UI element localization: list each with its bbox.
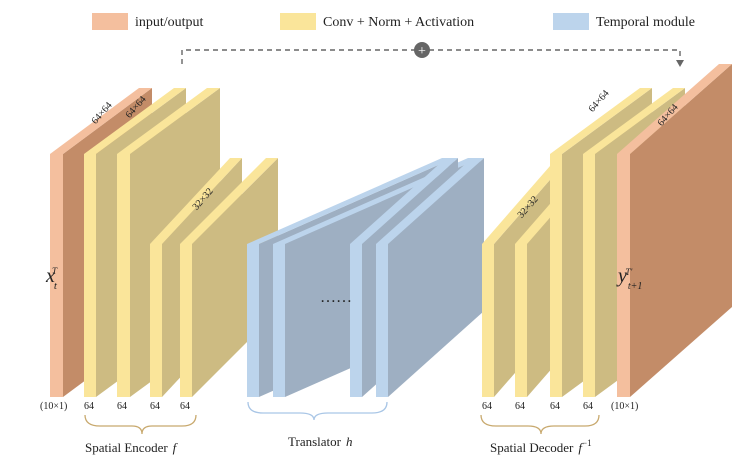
output-slab-front xyxy=(617,154,630,397)
dec-block1-slab-b-front xyxy=(515,244,527,397)
encoder-label: Spatial Encoder f xyxy=(85,440,179,455)
enc-block2-slab-a-top xyxy=(150,158,242,244)
legend-swatch-io xyxy=(92,13,128,30)
enc-channel-label-1: 64 xyxy=(84,401,94,412)
enc-block2-slab-b-side xyxy=(192,158,278,397)
translator-slab-d-top xyxy=(376,158,484,244)
skip-add-circle xyxy=(414,42,430,58)
blocks-layer xyxy=(50,64,732,397)
dec-block1-slab-a-top xyxy=(482,158,569,244)
translator-label: Translator h xyxy=(288,434,352,449)
translator-slab-c-front xyxy=(350,244,362,397)
output-symbol: yt+1T′ xyxy=(616,265,642,292)
encoder-brace xyxy=(84,414,197,435)
dim-label-dec-block2: 64×64 xyxy=(587,88,612,115)
output-channels-label: (10×1) xyxy=(611,401,638,412)
enc-block1-slab-b-front xyxy=(117,154,130,397)
input-slab-top xyxy=(50,88,152,154)
translator-slab-b-front xyxy=(273,244,285,397)
dec-block2-slab-a-front xyxy=(550,154,562,397)
output-slab-side xyxy=(630,64,732,397)
skip-add-symbol: + xyxy=(418,44,426,59)
enc-block2-slab-a-front xyxy=(150,244,162,397)
decoder-brace xyxy=(480,414,600,435)
legend: input/output Conv + Norm + Activation Te… xyxy=(92,13,695,30)
enc-channel-label-3: 64 xyxy=(150,401,160,412)
legend-swatch-temporal xyxy=(553,13,589,30)
dec-channel-label-1: 64 xyxy=(482,401,492,412)
legend-label-temporal: Temporal module xyxy=(596,15,695,30)
translator-brace xyxy=(247,401,388,421)
translator-slab-d-side xyxy=(388,158,484,397)
enc-block2-slab-b-top xyxy=(180,158,278,244)
enc-block1-slab-b-top xyxy=(117,88,220,154)
decoder-label: Spatial Decoder f−1 xyxy=(490,438,592,455)
dec-channel-label-4: 64 xyxy=(583,401,593,412)
dec-channel-label-3: 64 xyxy=(550,401,560,412)
input-symbol: xtT xyxy=(45,265,58,292)
input-slab-front xyxy=(50,154,63,397)
output-slab-top xyxy=(617,64,732,154)
legend-label-io: input/output xyxy=(135,15,204,30)
legend-label-conv: Conv + Norm + Activation xyxy=(323,15,474,30)
dec-block2-slab-a-top xyxy=(550,88,652,154)
skip-connection: + xyxy=(181,42,684,67)
enc-channel-label-2: 64 xyxy=(117,401,127,412)
dec-channel-label-2: 64 xyxy=(515,401,525,412)
translator-ellipsis: …… xyxy=(320,289,352,306)
legend-swatch-conv xyxy=(280,13,316,30)
dec-block2-slab-b-top xyxy=(583,88,685,154)
skip-connection-line xyxy=(181,49,681,64)
translator-slab-d-front xyxy=(376,244,388,397)
skip-arrow-head xyxy=(676,60,684,67)
enc-block2-slab-b-front xyxy=(180,244,192,397)
translator-slab-a-front xyxy=(247,244,259,397)
translator-slab-a-top xyxy=(247,158,454,244)
enc-channel-label-4: 64 xyxy=(180,401,190,412)
dec-block1-slab-a-front xyxy=(482,244,494,397)
enc-block1-slab-a-top xyxy=(84,88,186,154)
translator-slab-c-top xyxy=(350,158,458,244)
input-channels-label: (10×1) xyxy=(40,401,67,412)
enc-block1-slab-a-front xyxy=(84,154,96,397)
dec-block2-slab-b-front xyxy=(583,154,595,397)
